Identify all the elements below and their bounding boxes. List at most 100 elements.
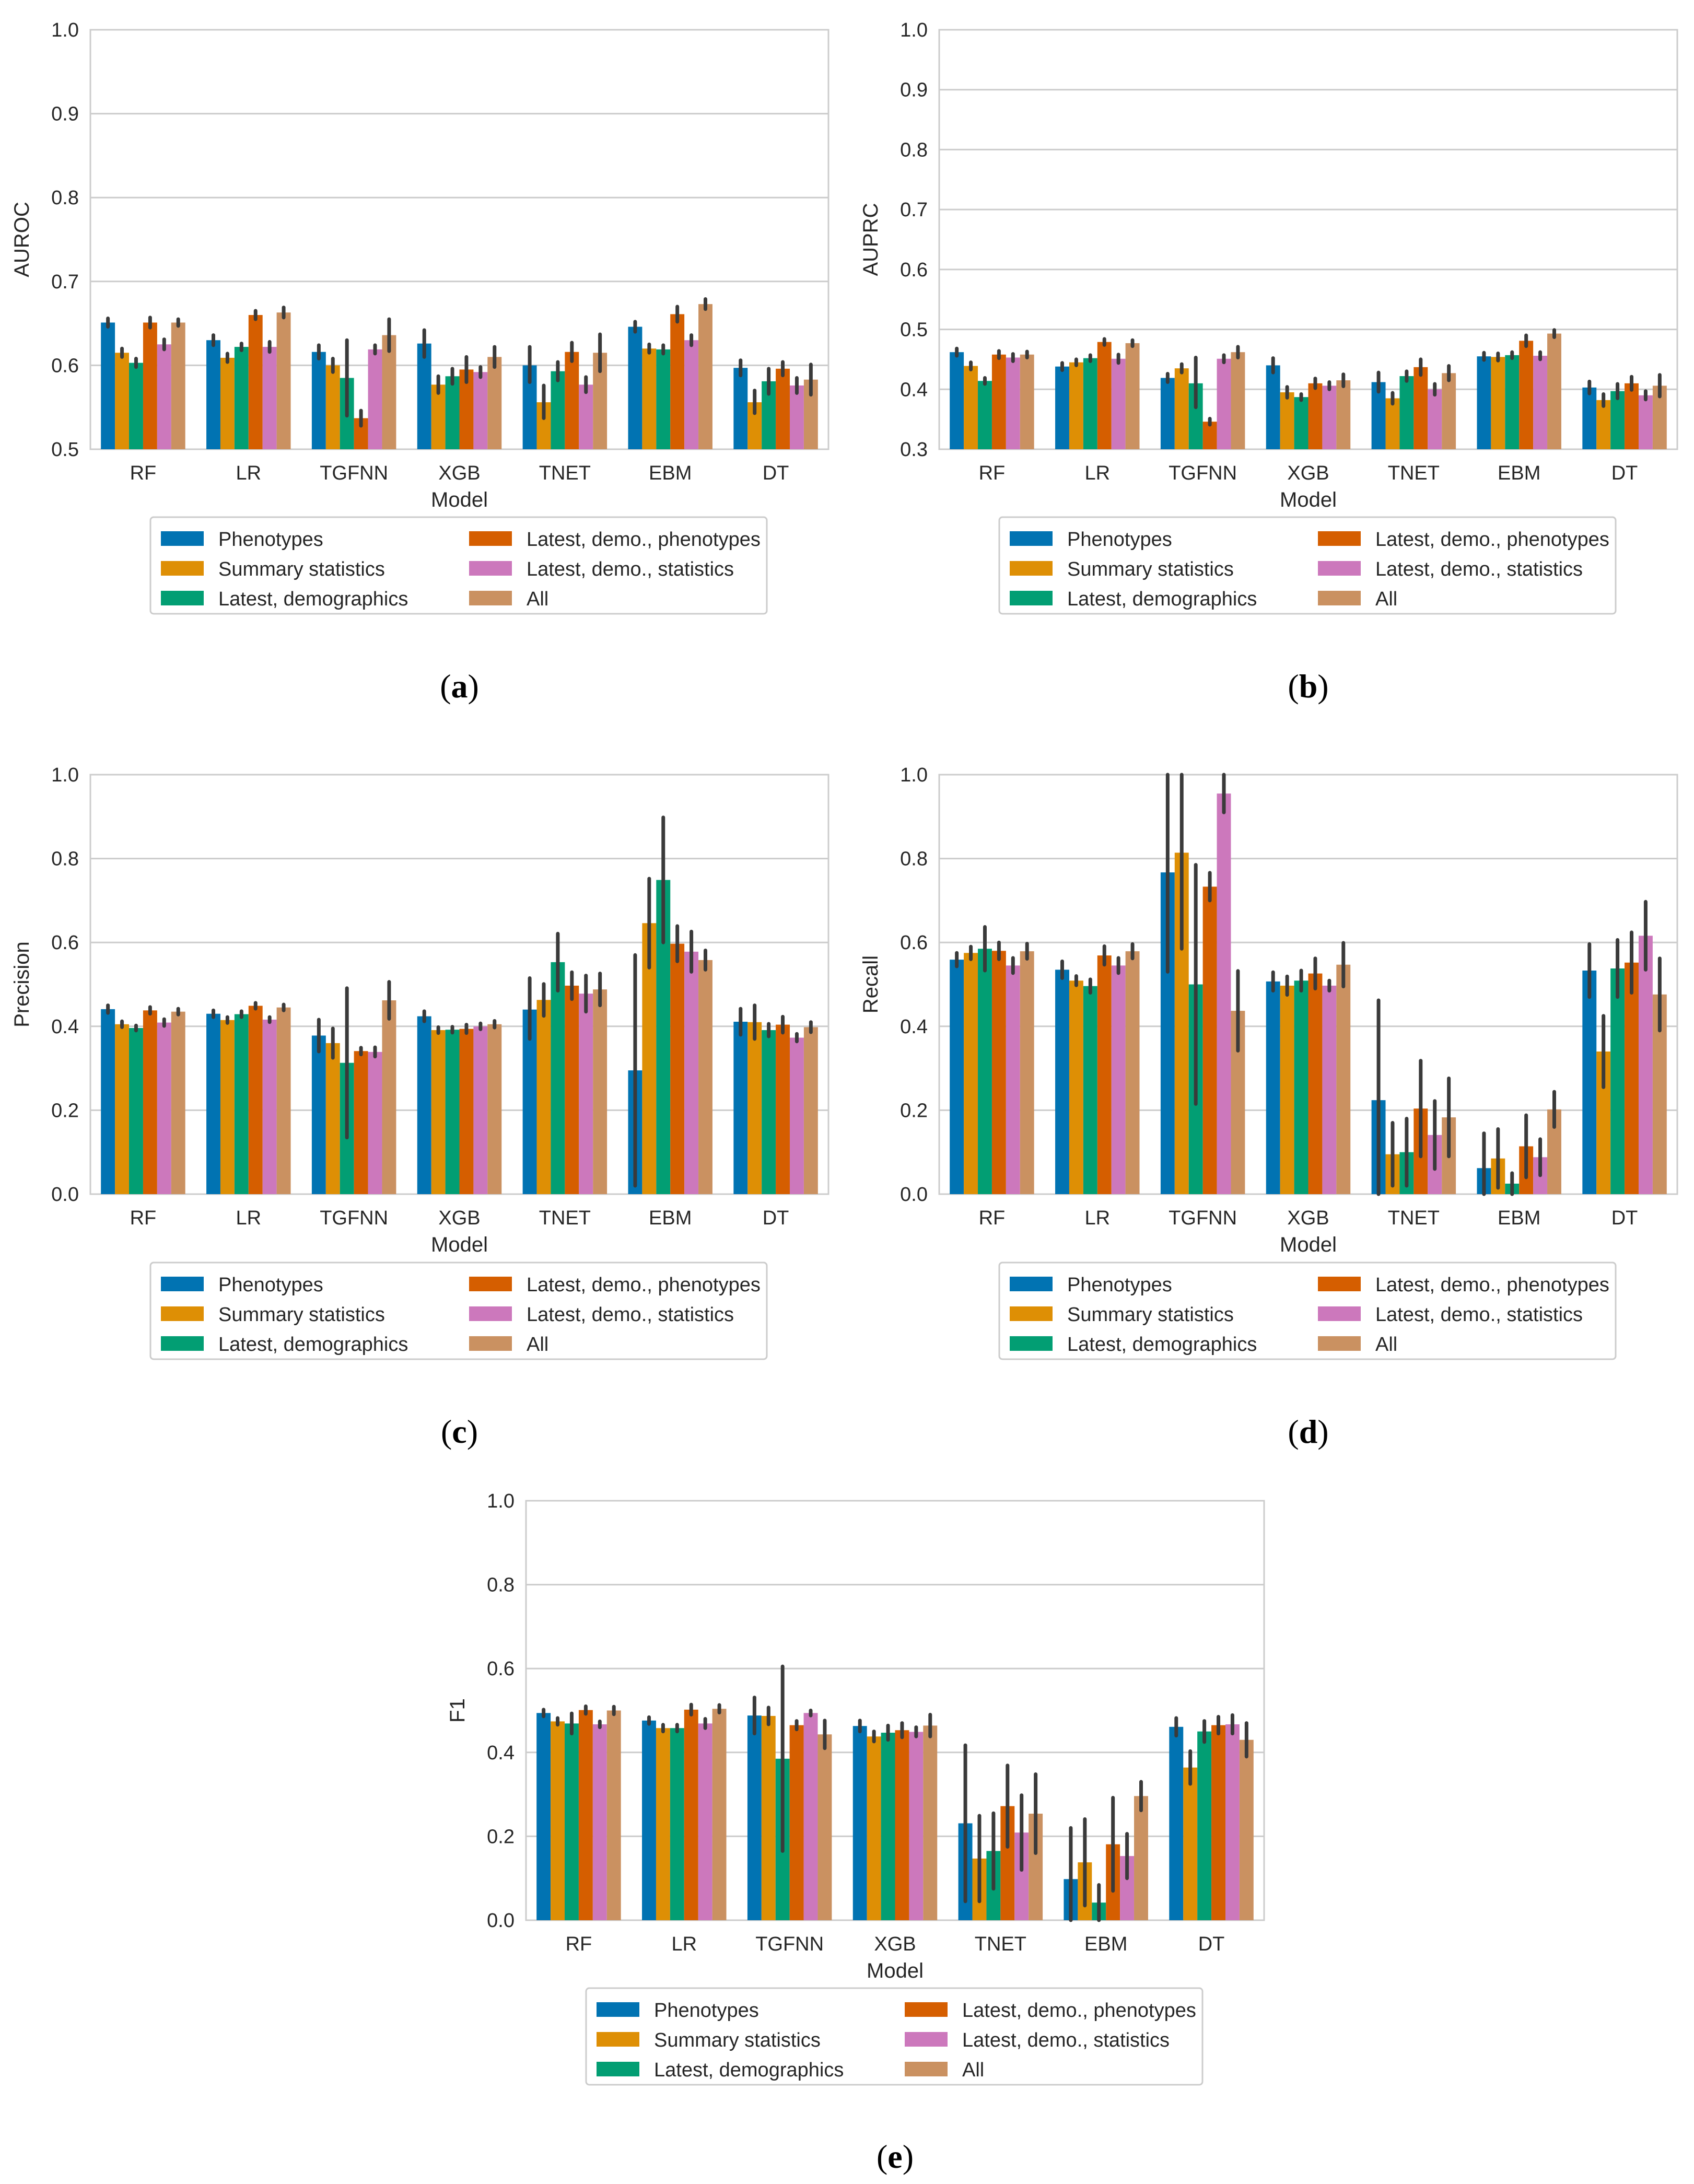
y-tick-label: 0.2 [487, 1826, 515, 1848]
bar-latest-demo-phenotypes-rf [991, 951, 1006, 1194]
bar-latest-demographics-xgb [445, 376, 460, 449]
bar-summary-statistics-tgfnn [325, 365, 340, 449]
legend: Phenotypes Summary statistics Latest, demo… [149, 516, 768, 615]
bar-summary-statistics-lr [656, 1728, 670, 1920]
bar-latest-demographics-xgb [445, 1030, 460, 1194]
y-tick-label: 0.4 [51, 1016, 79, 1038]
legend-label: Phenotypes [218, 1274, 323, 1296]
bar-latest-demographics-ebm [656, 349, 671, 449]
legend-box [149, 516, 768, 615]
bar-summary-statistics-xgb [1280, 392, 1294, 449]
x-axis-label: Model [431, 1233, 488, 1256]
bar-summary-statistics-lr [220, 357, 235, 449]
legend-swatch [1318, 531, 1361, 546]
y-axis-label: F1 [446, 1698, 469, 1723]
x-tick-label: DT [1198, 1933, 1225, 1955]
bar-latest-demo-phenotypes-xgb [1308, 383, 1323, 449]
legend-label: All [962, 2059, 984, 2081]
legend-label: Summary statistics [654, 2029, 821, 2051]
bar-all-lr [276, 1007, 291, 1194]
legend-label: Latest, demographics [1067, 588, 1257, 610]
bar-all-lr [276, 312, 291, 449]
y-tick-label: 1.0 [487, 1490, 515, 1512]
bar-latest-demographics-lr [234, 1014, 249, 1194]
bar-latest-demo-statistics-dt [1225, 1724, 1240, 1920]
bar-latest-demo-statistics-lr [262, 1019, 277, 1194]
legend-label: Latest, demo., statistics [962, 2029, 1170, 2051]
bar-summary-statistics-tnet [1385, 398, 1400, 449]
y-tick-label: 1.0 [900, 19, 928, 41]
bar-latest-demo-phenotypes-tgfnn [1202, 886, 1217, 1194]
bar-latest-demo-phenotypes-lr [248, 315, 263, 449]
y-tick-label: 0.0 [487, 1910, 515, 1932]
bar-summary-statistics-tgfnn [1174, 368, 1189, 449]
bar-latest-demo-statistics-lr [698, 1723, 712, 1920]
y-tick-label: 0.7 [51, 271, 79, 293]
bar-phenotypes-xgb [1266, 981, 1280, 1194]
bar-latest-demo-statistics-rf [1006, 965, 1020, 1194]
bar-summary-statistics-dt [1183, 1767, 1198, 1920]
bar-latest-demo-phenotypes-dt [1625, 962, 1639, 1194]
bar-phenotypes-lr [206, 1013, 220, 1194]
legend-label: Latest, demo., statistics [527, 558, 734, 580]
x-tick-label: LR [1084, 462, 1110, 484]
panel-caption: (c) [441, 1413, 478, 1450]
bar-phenotypes-dt [1169, 1726, 1184, 1920]
legend-label: Latest, demo., phenotypes [527, 529, 761, 551]
x-tick-label: DT [1611, 462, 1638, 484]
x-tick-label: XGB [438, 462, 480, 484]
bar-latest-demo-phenotypes-rf [143, 322, 157, 449]
legend-swatch [905, 2032, 948, 2047]
x-tick-label: TGFNN [320, 1207, 388, 1229]
bar-latest-demographics-lr [670, 1728, 684, 1920]
y-tick-label: 0.4 [900, 379, 928, 401]
legend: Phenotypes Summary statistics Latest, demo… [149, 1262, 768, 1360]
x-tick-label: DT [763, 1207, 789, 1229]
y-tick-label: 0.8 [51, 187, 79, 209]
chart-panel-d: 0.0 0.2 0.4 0.6 0.8 1.0 RF LR TGFNN XGB TNET EBM DT M… [859, 764, 1678, 1450]
bar-latest-demo-statistics-rf [157, 344, 171, 449]
x-tick-label: TNET [1388, 1207, 1440, 1229]
legend-label: Phenotypes [654, 2000, 759, 2022]
bar-all-tgfnn [382, 1000, 396, 1194]
bar-latest-demographics-dt [1197, 1731, 1212, 1920]
bar-phenotypes-rf [536, 1713, 551, 1920]
x-tick-label: DT [1611, 1207, 1638, 1229]
x-tick-label: TNET [539, 1207, 591, 1229]
y-axis-label: AUROC [10, 202, 33, 277]
y-tick-label: 0.4 [900, 1016, 928, 1038]
bar-summary-statistics-xgb [1280, 985, 1294, 1194]
panel-caption: (a) [440, 668, 479, 705]
bar-phenotypes-tgfnn [311, 1035, 326, 1194]
x-tick-label: EBM [649, 1207, 692, 1229]
bar-all-ebm [698, 960, 712, 1194]
bar-phenotypes-rf [950, 960, 964, 1194]
x-tick-label: LR [236, 1207, 261, 1229]
bar-all-xgb [1336, 964, 1351, 1194]
bar-latest-demo-statistics-ebm [684, 340, 699, 449]
chart-panel-b: 0.3 0.4 0.5 0.6 0.7 0.8 0.9 1.0 RF LR TGFNN XGB TNET… [859, 19, 1678, 705]
bar-latest-demo-phenotypes-ebm [670, 943, 685, 1194]
bar-summary-statistics-xgb [867, 1736, 881, 1920]
legend-label: All [527, 1334, 548, 1356]
bar-all-xgb [487, 357, 502, 449]
bar-latest-demographics-rf [129, 363, 143, 449]
y-tick-label: 0.2 [900, 1100, 928, 1122]
y-axis-label: Precision [10, 941, 33, 1027]
bar-latest-demo-phenotypes-rf [143, 1010, 157, 1194]
bar-latest-demo-statistics-tgfnn [368, 349, 382, 449]
legend-swatch [1010, 1306, 1053, 1321]
x-tick-label: RF [566, 1933, 592, 1955]
legend-swatch [161, 1277, 204, 1291]
y-tick-label: 0.0 [51, 1184, 79, 1206]
bar-phenotypes-lr [206, 340, 220, 449]
bar-all-rf [1020, 354, 1034, 449]
bar-phenotypes-xgb [417, 343, 431, 449]
bar-phenotypes-dt [1582, 971, 1597, 1194]
x-tick-label: RF [979, 462, 1006, 484]
bar-latest-demo-statistics-xgb [473, 372, 488, 449]
x-tick-label: TGFNN [755, 1933, 824, 1955]
x-tick-label: TNET [1388, 462, 1440, 484]
legend-label: Latest, demo., phenotypes [1375, 1274, 1609, 1296]
legend-swatch [1010, 531, 1053, 546]
